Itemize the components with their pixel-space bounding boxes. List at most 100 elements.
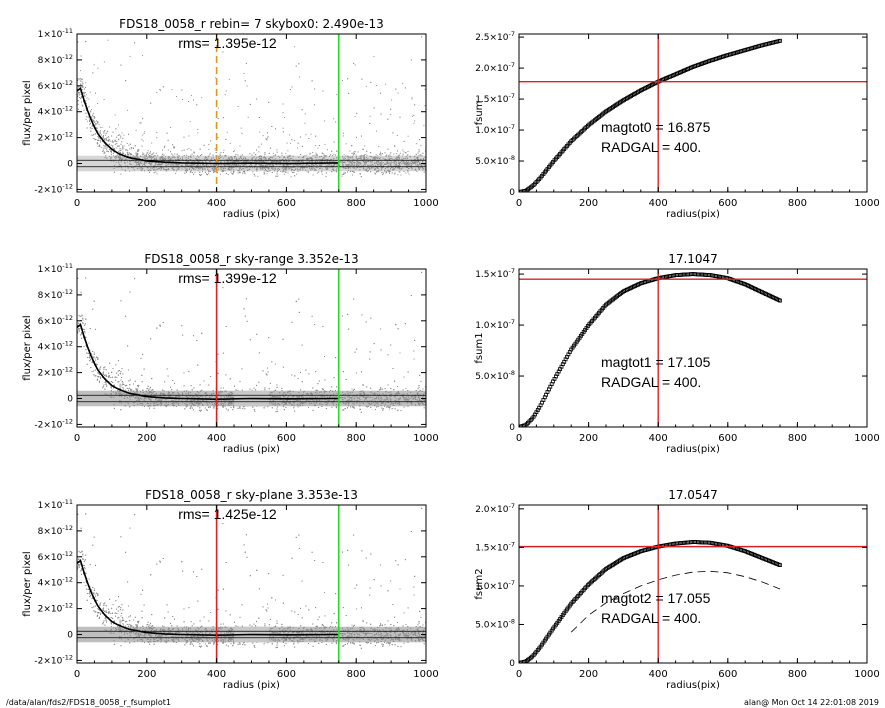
scatter-point: [369, 155, 371, 157]
y-tick-label: 4×10-12: [38, 105, 73, 118]
scatter-point: [181, 150, 183, 152]
scatter-point: [240, 156, 242, 158]
scatter-point: [363, 156, 365, 158]
scatter-point: [336, 94, 338, 96]
scatter-point: [330, 154, 332, 156]
scatter-point: [411, 163, 412, 164]
scatter-point: [237, 165, 239, 167]
scatter-point: [264, 152, 266, 154]
scatter-point: [376, 170, 378, 172]
scatter-point: [197, 160, 199, 162]
scatter-point: [227, 159, 229, 161]
scatter-point: [239, 165, 241, 167]
scatter-point: [308, 158, 310, 160]
scatter-point: [196, 155, 198, 157]
scatter-point: [193, 164, 194, 166]
scatter-point: [383, 163, 385, 165]
scatter-point: [376, 130, 377, 132]
scatter-point: [311, 164, 313, 166]
scatter-point: [175, 161, 177, 163]
scatter-point: [356, 165, 358, 167]
scatter-point: [219, 173, 221, 175]
scatter-point: [277, 170, 279, 171]
scatter-point: [307, 158, 309, 160]
scatter-point: [276, 175, 278, 177]
scatter-point: [402, 162, 404, 164]
scatter-point: [297, 169, 299, 171]
scatter-point: [167, 139, 169, 141]
scatter-point: [387, 163, 389, 165]
scatter-point: [188, 165, 190, 167]
x-tick-label: 0: [74, 198, 80, 209]
scatter-point: [375, 154, 377, 156]
scatter-point: [114, 114, 116, 116]
scatter-point: [215, 152, 217, 153]
scatter-point: [217, 169, 219, 171]
scatter-point: [355, 154, 357, 156]
scatter-point: [139, 122, 141, 124]
scatter-point: [225, 90, 227, 92]
scatter-point: [140, 169, 142, 171]
scatter-point: [242, 168, 244, 170]
scatter-point: [138, 149, 140, 151]
scatter-point: [202, 168, 203, 170]
scatter-point: [97, 122, 99, 124]
scatter-point: [294, 169, 296, 170]
scatter-point: [332, 155, 334, 157]
scatter-point: [207, 165, 209, 167]
scatter-point: [188, 168, 190, 170]
scatter-point: [342, 161, 344, 163]
scatter-point: [331, 159, 333, 161]
scatter-point: [222, 51, 224, 53]
scatter-point: [181, 165, 183, 167]
scatter-point: [298, 63, 300, 65]
scatter-point: [394, 160, 396, 162]
fsum-curve: [519, 38, 782, 192]
scatter-point: [181, 159, 183, 161]
scatter-point: [292, 155, 294, 157]
scatter-point: [385, 83, 387, 85]
scatter-point: [98, 136, 100, 138]
scatter-point: [329, 161, 331, 163]
scatter-point: [182, 158, 184, 160]
scatter-point: [227, 174, 229, 176]
scatter-point: [245, 158, 246, 160]
scatter-point: [212, 157, 214, 159]
scatter-point: [174, 163, 176, 165]
scatter-point: [105, 155, 107, 157]
scatter-point: [415, 169, 417, 170]
scatter-point: [420, 145, 422, 147]
scatter-point: [243, 157, 245, 159]
scatter-point: [235, 164, 237, 166]
scatter-point: [319, 168, 321, 169]
scatter-point: [285, 167, 287, 169]
scatter-point: [149, 155, 151, 157]
scatter-point: [371, 164, 372, 166]
scatter-point: [178, 155, 180, 157]
scatter-point: [365, 170, 367, 172]
scatter-point: [190, 94, 192, 96]
scatter-point: [98, 145, 100, 147]
scatter-point: [419, 164, 421, 166]
scatter-point: [138, 163, 140, 165]
scatter-point: [171, 157, 173, 159]
scatter-point: [194, 171, 196, 173]
scatter-point: [131, 148, 132, 150]
scatter-point: [291, 86, 293, 88]
scatter-point: [323, 154, 325, 156]
scatter-point: [364, 145, 366, 147]
scatter-point: [231, 156, 232, 158]
scatter-point: [399, 152, 401, 154]
scatter-point: [348, 166, 350, 168]
scatter-point: [382, 157, 384, 159]
scatter-point: [219, 158, 220, 159]
scatter-point: [223, 161, 225, 163]
scatter-point: [322, 90, 324, 92]
scatter-point: [124, 156, 125, 158]
scatter-point: [153, 159, 155, 161]
scatter-point: [343, 156, 345, 158]
scatter-point: [389, 164, 391, 166]
scatter-point: [120, 173, 122, 175]
scatter-point: [140, 155, 142, 157]
